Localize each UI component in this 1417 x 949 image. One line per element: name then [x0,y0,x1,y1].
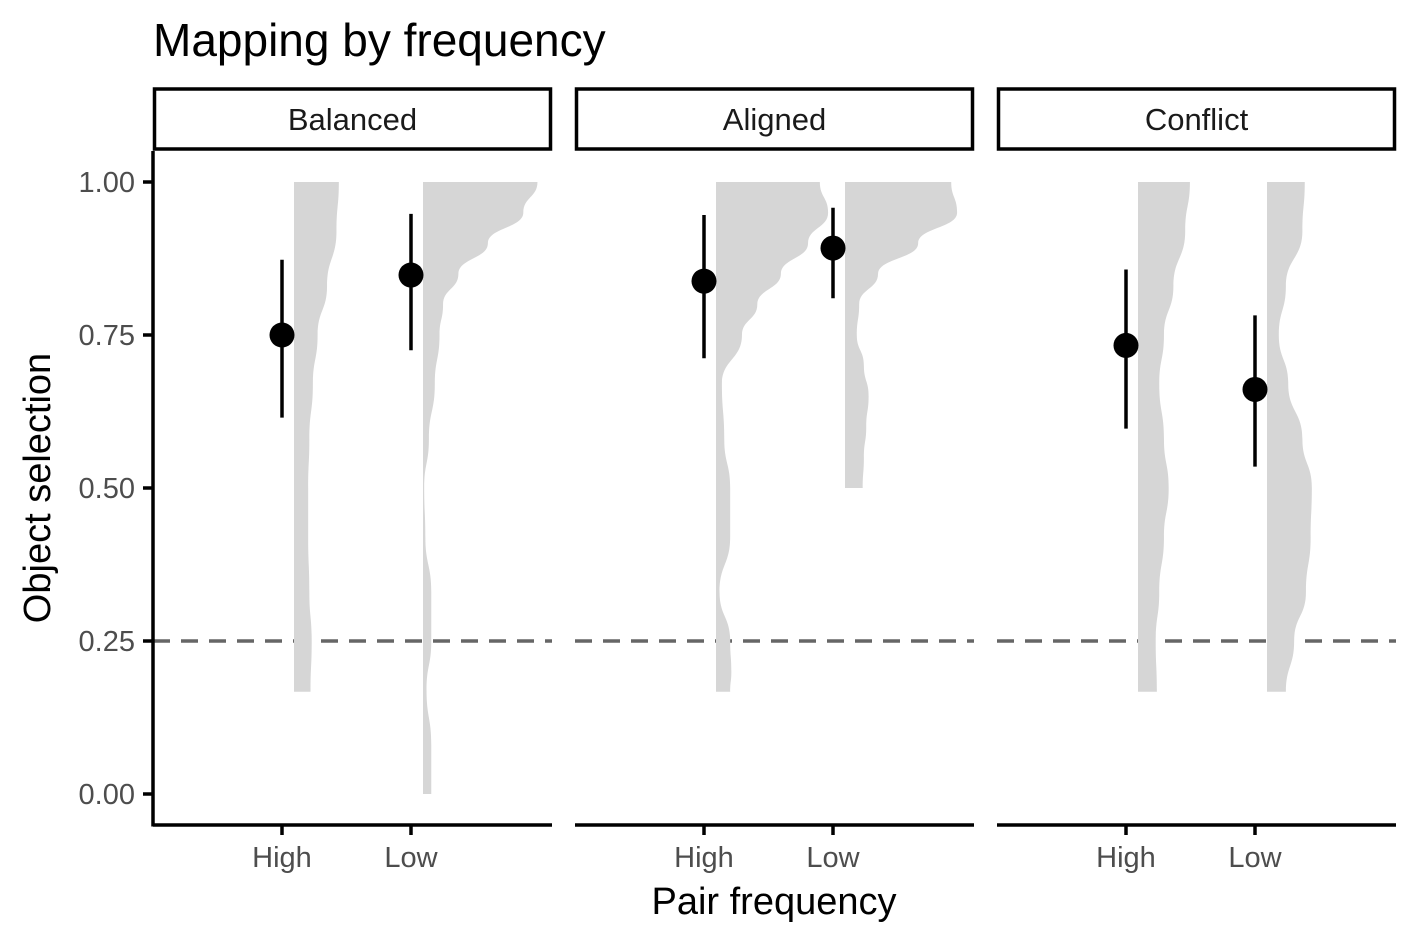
x-tick-label: High [674,842,734,874]
facet-strip-label: Conflict [1145,102,1249,137]
x-tick-label: High [1096,842,1156,874]
violin-low [1267,182,1312,692]
x-tick-label: Low [806,842,860,874]
chart-title: Mapping by frequency [153,14,606,66]
y-tick-label: 0.50 [79,473,135,505]
facet-panel-conflict: Conflict High Low [996,87,1397,874]
facet-strip-label: Aligned [723,102,826,137]
facet-strip [152,87,553,151]
y-tick-label: 1.00 [79,167,135,199]
violin-high [1138,182,1190,692]
y-axis: 0.00 0.25 0.50 0.75 1.00 [79,151,155,827]
facet-strip [996,87,1397,151]
x-tick-label: Low [384,842,438,874]
mean-point-low [398,262,424,288]
x-axis-title: Pair frequency [651,881,896,923]
y-tick-label: 0.25 [79,626,135,658]
mean-point-low [820,235,846,261]
facet-panel-aligned: Aligned High Low [574,87,975,874]
mean-point-high [269,322,295,348]
mean-point-low [1242,376,1268,402]
x-tick-label: Low [1228,842,1282,874]
y-tick-label: 0.00 [79,779,135,811]
facet-strip-label: Balanced [288,102,417,137]
facet-panels: Balanced High Low Aligned High Low Conflict Hig… [152,87,1397,874]
y-tick-label: 0.75 [79,320,135,352]
violin-low [423,182,538,794]
mean-point-high [1113,332,1139,358]
violin-low [845,182,958,488]
facet-panel-balanced: Balanced High Low [152,87,553,874]
violin-high [716,182,829,692]
violin-high [294,182,339,692]
facet-strip [574,87,975,151]
x-tick-label: High [252,842,312,874]
mean-point-high [691,268,717,294]
y-axis-title: Object selection [17,353,59,623]
